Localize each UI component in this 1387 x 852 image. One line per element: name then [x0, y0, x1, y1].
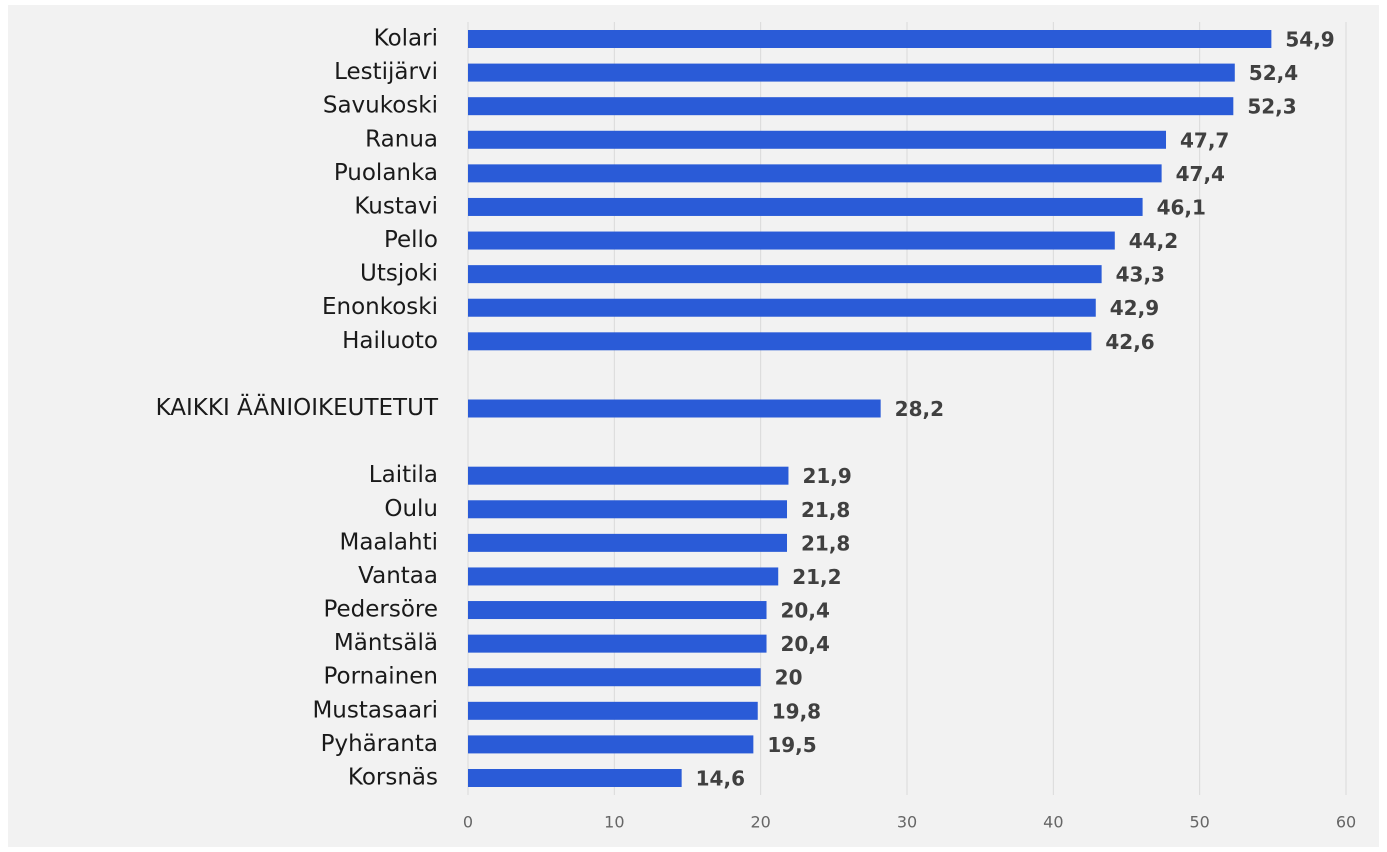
bar	[468, 63, 1235, 82]
bar	[468, 769, 682, 787]
value-label: 19,5	[767, 733, 816, 757]
value-label: 21,8	[801, 498, 850, 522]
category-label: Pello	[384, 227, 438, 253]
x-tick-label: 0	[463, 813, 473, 832]
category-label: Laitila	[369, 462, 438, 488]
x-tick-label: 20	[750, 813, 770, 832]
value-label: 21,2	[792, 565, 841, 589]
bar	[468, 466, 789, 485]
bar	[468, 567, 779, 586]
category-label: Kustavi	[354, 193, 438, 219]
bar	[468, 533, 788, 552]
bar	[468, 97, 1234, 116]
category-label: Savukoski	[323, 93, 438, 119]
category-label: Hailuoto	[342, 328, 438, 354]
category-label: Maalahti	[339, 529, 438, 555]
value-label: 28,2	[895, 397, 944, 421]
value-label: 42,9	[1110, 296, 1159, 320]
bar	[468, 231, 1115, 250]
value-label: 14,6	[696, 767, 745, 791]
value-label: 43,3	[1116, 263, 1165, 287]
value-label: 47,7	[1180, 128, 1229, 152]
value-label: 21,9	[802, 464, 851, 488]
category-label: Utsjoki	[360, 261, 438, 287]
value-label: 20,4	[781, 632, 830, 656]
category-label: Kolari	[374, 26, 438, 52]
category-label: Korsnäs	[348, 765, 438, 791]
category-label: Pornainen	[323, 664, 438, 690]
x-tick-label: 40	[1043, 813, 1063, 832]
value-label: 44,2	[1129, 229, 1178, 253]
category-label: KAIKKI ÄÄNIOIKEUTETUT	[156, 393, 439, 421]
bar	[468, 298, 1096, 317]
category-label: Ranua	[365, 126, 438, 152]
bar	[468, 500, 788, 519]
x-tick-label: 10	[604, 813, 624, 832]
bar	[468, 197, 1143, 216]
x-tick-label: 50	[1189, 813, 1209, 832]
value-label: 19,8	[772, 699, 821, 723]
category-label: Enonkoski	[322, 294, 438, 320]
x-tick-label: 60	[1336, 813, 1356, 832]
category-label: Lestijärvi	[334, 59, 438, 85]
bar	[468, 30, 1272, 48]
value-label: 52,4	[1249, 61, 1298, 85]
bar	[468, 265, 1102, 284]
bar	[468, 701, 758, 720]
bar	[468, 130, 1167, 149]
x-tick-label: 30	[897, 813, 917, 832]
category-label: Mustasaari	[312, 697, 438, 723]
category-label: Oulu	[384, 496, 438, 522]
bar	[468, 164, 1162, 183]
bar	[468, 634, 767, 653]
category-label: Mäntsälä	[334, 630, 438, 656]
value-label: 21,8	[801, 531, 850, 555]
value-label: 42,6	[1105, 330, 1154, 354]
value-label: 46,1	[1157, 195, 1206, 219]
category-label: Vantaa	[358, 563, 438, 589]
category-label: Pyhäranta	[321, 731, 438, 757]
value-label: 20	[775, 666, 803, 690]
bar	[468, 399, 881, 418]
category-label: Pedersöre	[323, 597, 438, 623]
value-label: 47,4	[1176, 162, 1225, 186]
value-label: 52,3	[1247, 95, 1296, 119]
bar	[468, 601, 767, 620]
value-label: 54,9	[1285, 28, 1334, 52]
bar	[468, 668, 761, 687]
bar	[468, 735, 754, 754]
value-label: 20,4	[781, 599, 830, 623]
bar	[468, 332, 1092, 351]
category-label: Puolanka	[334, 160, 438, 186]
